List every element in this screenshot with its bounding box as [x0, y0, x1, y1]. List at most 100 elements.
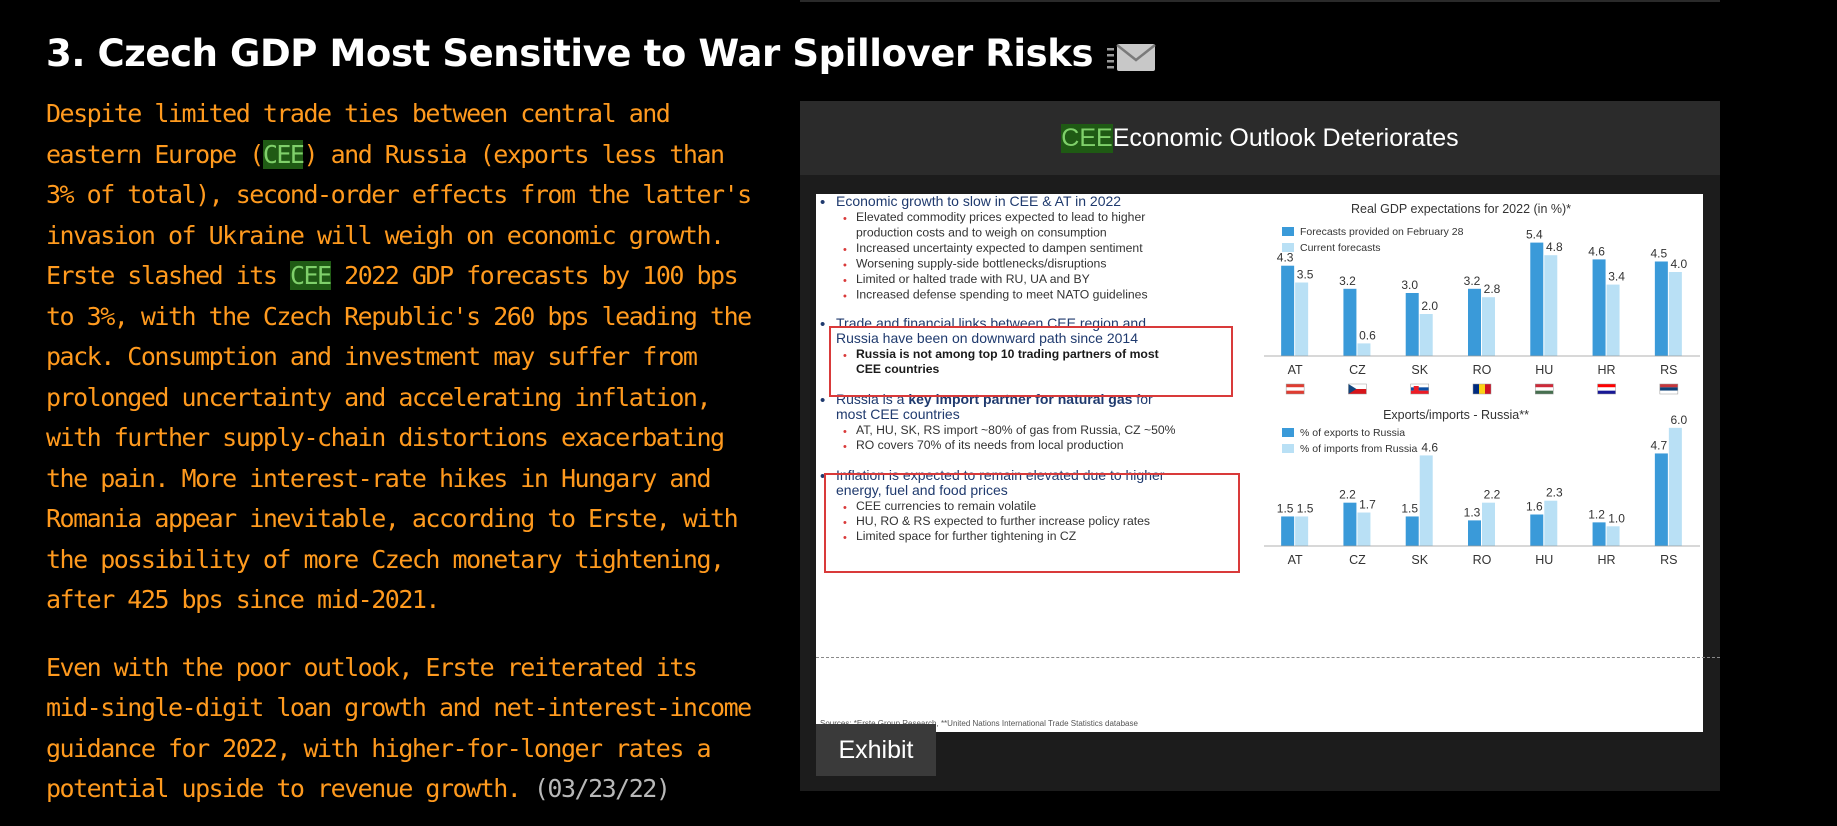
legend-swatch	[1282, 243, 1294, 252]
bar-label: 1.0	[1608, 511, 1625, 525]
sub-bullet-dot: •	[843, 426, 847, 438]
sub-bullet-text: Limited or halted trade with RU, UA and …	[856, 272, 1090, 286]
bar-at-a	[1281, 265, 1295, 356]
top-divider	[800, 0, 1720, 2]
bar-cz-b	[1357, 512, 1371, 546]
bullet-text: Economic growth to slow in CEE & AT in 2…	[836, 194, 1121, 209]
bar-hu-a	[1530, 242, 1544, 356]
bar-rs-a	[1654, 453, 1668, 546]
exhibit-title-text: Economic Outlook Deteriorates	[1112, 123, 1459, 152]
bar-hr-a	[1592, 259, 1606, 356]
category-label: HR	[1598, 363, 1616, 377]
category-label: AT	[1288, 363, 1303, 377]
flag-sk-icon	[1410, 383, 1429, 395]
sub-bullet-text: Limited space for further tightening in …	[856, 529, 1077, 543]
exhibit-button[interactable]: Exhibit	[816, 724, 936, 776]
bar-label: 4.6	[1588, 244, 1605, 258]
bar-cz-a	[1343, 288, 1357, 356]
bar-label: 2.2	[1339, 488, 1356, 502]
mail-icon[interactable]	[1107, 39, 1157, 71]
category-label: AT	[1288, 553, 1303, 567]
bar-label: 3.0	[1401, 278, 1418, 292]
exhibit-image[interactable]: • Economic growth to slow in CEE & AT in …	[816, 194, 1703, 732]
flag-hu-icon	[1535, 383, 1554, 395]
page-title: 3. Czech GDP Most Sensitive to War Spill…	[46, 32, 1157, 75]
legend-swatch	[1282, 444, 1294, 453]
bar-sk-a	[1405, 516, 1419, 546]
category-label: HU	[1535, 553, 1553, 567]
bar-label: 2.2	[1484, 488, 1501, 502]
category-label: CZ	[1349, 363, 1366, 377]
flag-ro-icon	[1472, 383, 1492, 395]
paragraph-2: Even with the poor outlook, Erste reiter…	[46, 648, 752, 810]
bar-label: 3.4	[1608, 270, 1625, 284]
paragraph-1-text-c: 2022 GDP forecasts by 100 bps to 3%, wit…	[46, 261, 752, 614]
chart-title: Real GDP expectations for 2022 (in %)*	[1351, 202, 1571, 216]
legend-label: Current forecasts	[1300, 242, 1381, 254]
bullet-dot: •	[820, 316, 825, 333]
flag-rs-icon	[1659, 383, 1679, 395]
gdp-chart: Real GDP expectations for 2022 (in %)* Fo…	[1264, 202, 1700, 395]
cee-highlight[interactable]: CEE	[1061, 123, 1113, 153]
bullet-text: most CEE countries	[836, 406, 960, 422]
sub-bullet-dot: •	[843, 441, 847, 453]
bullet-dot: •	[820, 468, 825, 485]
paragraph-2-text: Even with the poor outlook, Erste reiter…	[46, 652, 752, 804]
sub-bullet-dot: •	[843, 532, 847, 544]
bar-rs-b	[1668, 427, 1682, 546]
sub-bullet-text: AT, HU, SK, RS import ~80% of gas from R…	[856, 423, 1176, 437]
bar-label: 2.3	[1546, 486, 1563, 500]
exhibit-source: Source: Bloomberg Intelligence	[816, 659, 1197, 685]
bar-label: 4.5	[1651, 247, 1668, 261]
bar-label: 1.6	[1526, 499, 1543, 513]
sub-bullet-text: Increased uncertainty expected to dampen…	[856, 241, 1143, 255]
bar-sk-b	[1419, 314, 1433, 356]
sub-bullet-dot: •	[843, 291, 847, 303]
bar-hr-a	[1592, 522, 1606, 546]
flag-cz-icon	[1348, 383, 1367, 395]
sub-bullet-dot: •	[843, 517, 847, 529]
bar-ro-b	[1482, 502, 1495, 546]
bar-label: 0.6	[1359, 328, 1376, 342]
bullet-text: energy, fuel and food prices	[836, 482, 1008, 498]
sub-bullet-text: Elevated commodity prices expected to le…	[856, 210, 1145, 224]
bar-hu-a	[1530, 514, 1544, 546]
category-label: RS	[1660, 553, 1677, 567]
sub-bullet-dot: •	[843, 260, 847, 272]
bar-ro-a	[1468, 520, 1481, 546]
sub-bullet-text: HU, RO & RS expected to further increase…	[856, 514, 1150, 528]
bar-label: 3.2	[1339, 274, 1356, 288]
legend-label: Forecasts provided on February 28	[1300, 226, 1464, 238]
bullet-text: Russia is a key import partner for natur…	[836, 391, 1153, 407]
category-label: RO	[1473, 363, 1492, 377]
bar-at-b	[1295, 282, 1309, 356]
chart-title: Exports/imports - Russia**	[1383, 408, 1529, 422]
exhibit-title: CEE Economic Outlook Deteriorates	[800, 101, 1720, 175]
legend-label: % of imports from Russia	[1300, 443, 1417, 455]
bar-label: 2.8	[1484, 282, 1501, 296]
publish-date: (03/23/22)	[533, 774, 671, 803]
sub-bullet-text: Increased defense spending to meet NATO …	[856, 288, 1148, 302]
bar-label: 3.5	[1297, 268, 1314, 282]
sub-bullet-text: CEE countries	[856, 362, 940, 376]
bar-cz-b	[1357, 343, 1371, 356]
sub-bullet-dot: •	[843, 502, 847, 514]
paragraph-1: Despite limited trade ties between centr…	[46, 94, 752, 621]
bar-label: 4.0	[1671, 257, 1688, 271]
bar-rs-b	[1668, 272, 1682, 356]
exhibit-panel: CEE Economic Outlook Deteriorates • Econo…	[800, 101, 1720, 791]
bar-at-b	[1295, 516, 1309, 546]
page-title-text: 3. Czech GDP Most Sensitive to War Spill…	[46, 32, 1094, 75]
cee-highlight[interactable]: CEE	[262, 139, 305, 169]
sub-bullet-text: production costs and to weigh on consump…	[856, 226, 1107, 240]
exhibit-divider	[816, 657, 1720, 658]
legend-swatch	[1282, 428, 1294, 437]
cee-highlight[interactable]: CEE	[289, 261, 332, 290]
bar-at-a	[1281, 516, 1295, 546]
bar-label: 1.2	[1588, 507, 1605, 521]
highlight-box	[824, 473, 1240, 573]
sub-bullet-dot: •	[843, 213, 847, 225]
exhibit-footnote: Sources: *Erste Group Research, **United…	[820, 719, 1138, 728]
sub-bullet-dot: •	[843, 275, 847, 287]
flag-hr-icon	[1597, 383, 1616, 395]
